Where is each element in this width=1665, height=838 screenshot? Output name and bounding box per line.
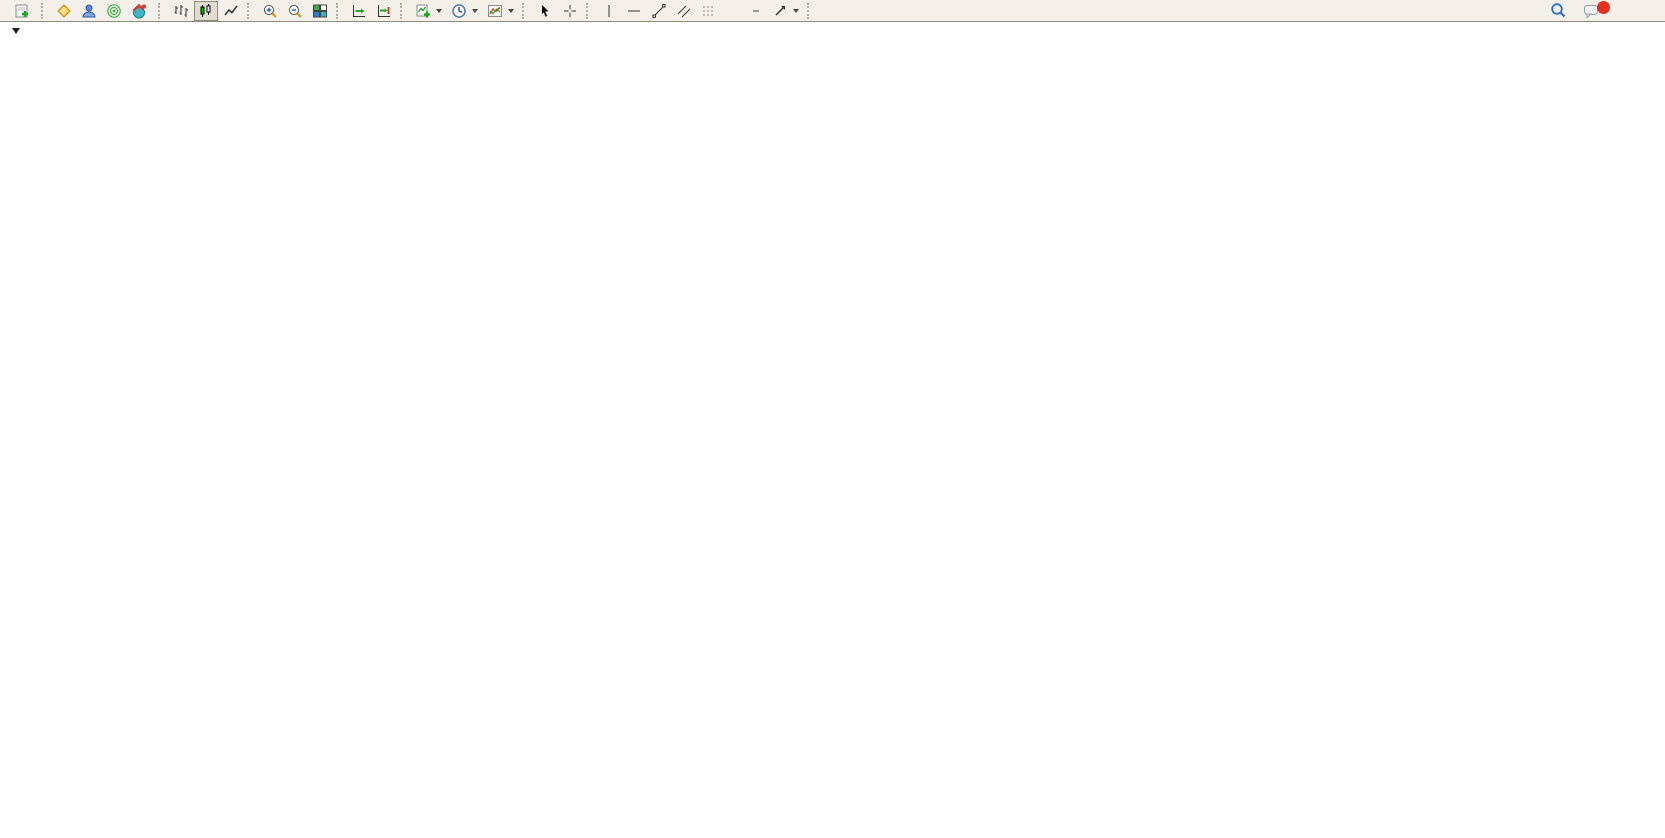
toolbar-right-group	[1546, 0, 1610, 21]
periods-dropdown-arrow[interactable]	[472, 8, 478, 13]
signals-button[interactable]	[102, 1, 126, 21]
fibonacci-icon	[703, 6, 715, 15]
zoom-in-button[interactable]	[258, 1, 282, 21]
profile-button[interactable]	[77, 1, 101, 21]
line-chart-type-button[interactable]	[219, 1, 243, 21]
gold-diamond-icon	[57, 3, 71, 18]
template-icon	[488, 4, 502, 17]
toolbar-grip	[158, 2, 164, 19]
toolbar-grip	[336, 2, 342, 19]
trendline-tool-button[interactable]	[647, 1, 671, 21]
candlestick-chart-icon	[200, 3, 211, 17]
vertical-line-icon	[608, 4, 610, 17]
equidistant-channel-icon	[677, 5, 691, 17]
arrows-tool-button[interactable]	[768, 1, 803, 21]
toolbar-grip	[400, 2, 406, 19]
candlestick-chart-type-button[interactable]	[194, 0, 218, 21]
clock-icon	[452, 3, 466, 18]
fibonacci-tool-button[interactable]	[697, 1, 721, 21]
arrows-shapes-icon	[775, 5, 785, 16]
crosshair-tool-button[interactable]	[558, 1, 582, 21]
indicators-icon	[416, 4, 430, 17]
auto-scroll-button[interactable]	[347, 1, 371, 21]
tile-windows-icon	[313, 4, 327, 17]
horizontal-line-icon	[628, 10, 640, 11]
horizontal-line-tool-button[interactable]	[622, 1, 646, 21]
notifications-button[interactable]	[1579, 0, 1610, 21]
channel-tool-button[interactable]	[672, 1, 696, 21]
chart-shift-icon	[378, 4, 390, 17]
new-order-icon	[15, 4, 28, 17]
bar-chart-icon	[174, 4, 188, 17]
search-button[interactable]	[1546, 1, 1571, 21]
vertical-line-tool-button[interactable]	[597, 1, 621, 21]
auto-trading-button[interactable]	[127, 1, 154, 21]
trendline-icon	[652, 3, 666, 18]
search-icon	[1551, 3, 1566, 18]
toolbar-grip	[41, 2, 47, 19]
indicators-dropdown-arrow[interactable]	[436, 8, 442, 13]
tile-windows-button[interactable]	[308, 1, 332, 21]
new-order-button[interactable]	[10, 1, 37, 21]
one-click-trading-arrow[interactable]	[12, 28, 20, 34]
toolbar-grip	[522, 2, 528, 19]
bar-chart-type-button[interactable]	[169, 1, 193, 21]
templates-dropdown-arrow[interactable]	[508, 8, 514, 13]
profile-icon	[82, 4, 96, 17]
zoom-in-icon	[263, 4, 277, 18]
label-tool-label	[753, 9, 759, 12]
notification-badge	[1597, 0, 1610, 14]
indicators-button[interactable]	[411, 1, 446, 21]
toolbar	[0, 0, 1665, 22]
cursor-icon	[542, 4, 549, 17]
toolbar-grip	[586, 2, 592, 19]
signals-icon	[107, 3, 121, 18]
crosshair-icon	[564, 4, 576, 17]
toolbar-grip	[247, 2, 253, 19]
arrows-dropdown-arrow[interactable]	[793, 8, 799, 13]
chart-title-bar	[12, 28, 55, 34]
cursor-tool-button[interactable]	[533, 1, 557, 21]
auto-trading-icon	[132, 3, 146, 18]
templates-button[interactable]	[483, 1, 518, 21]
text-tool-button[interactable]	[722, 1, 744, 21]
periods-button[interactable]	[447, 1, 482, 21]
clipped-charts-icon	[2, 3, 8, 19]
zoom-out-icon	[288, 4, 302, 18]
text-label-tool-button[interactable]	[745, 1, 767, 21]
chart-shift-button[interactable]	[372, 1, 396, 21]
line-chart-icon	[224, 5, 238, 15]
market-watch-button[interactable]	[52, 1, 76, 21]
toolbar-grip	[807, 2, 813, 19]
auto-scroll-icon	[353, 4, 365, 17]
zoom-out-button[interactable]	[283, 1, 307, 21]
